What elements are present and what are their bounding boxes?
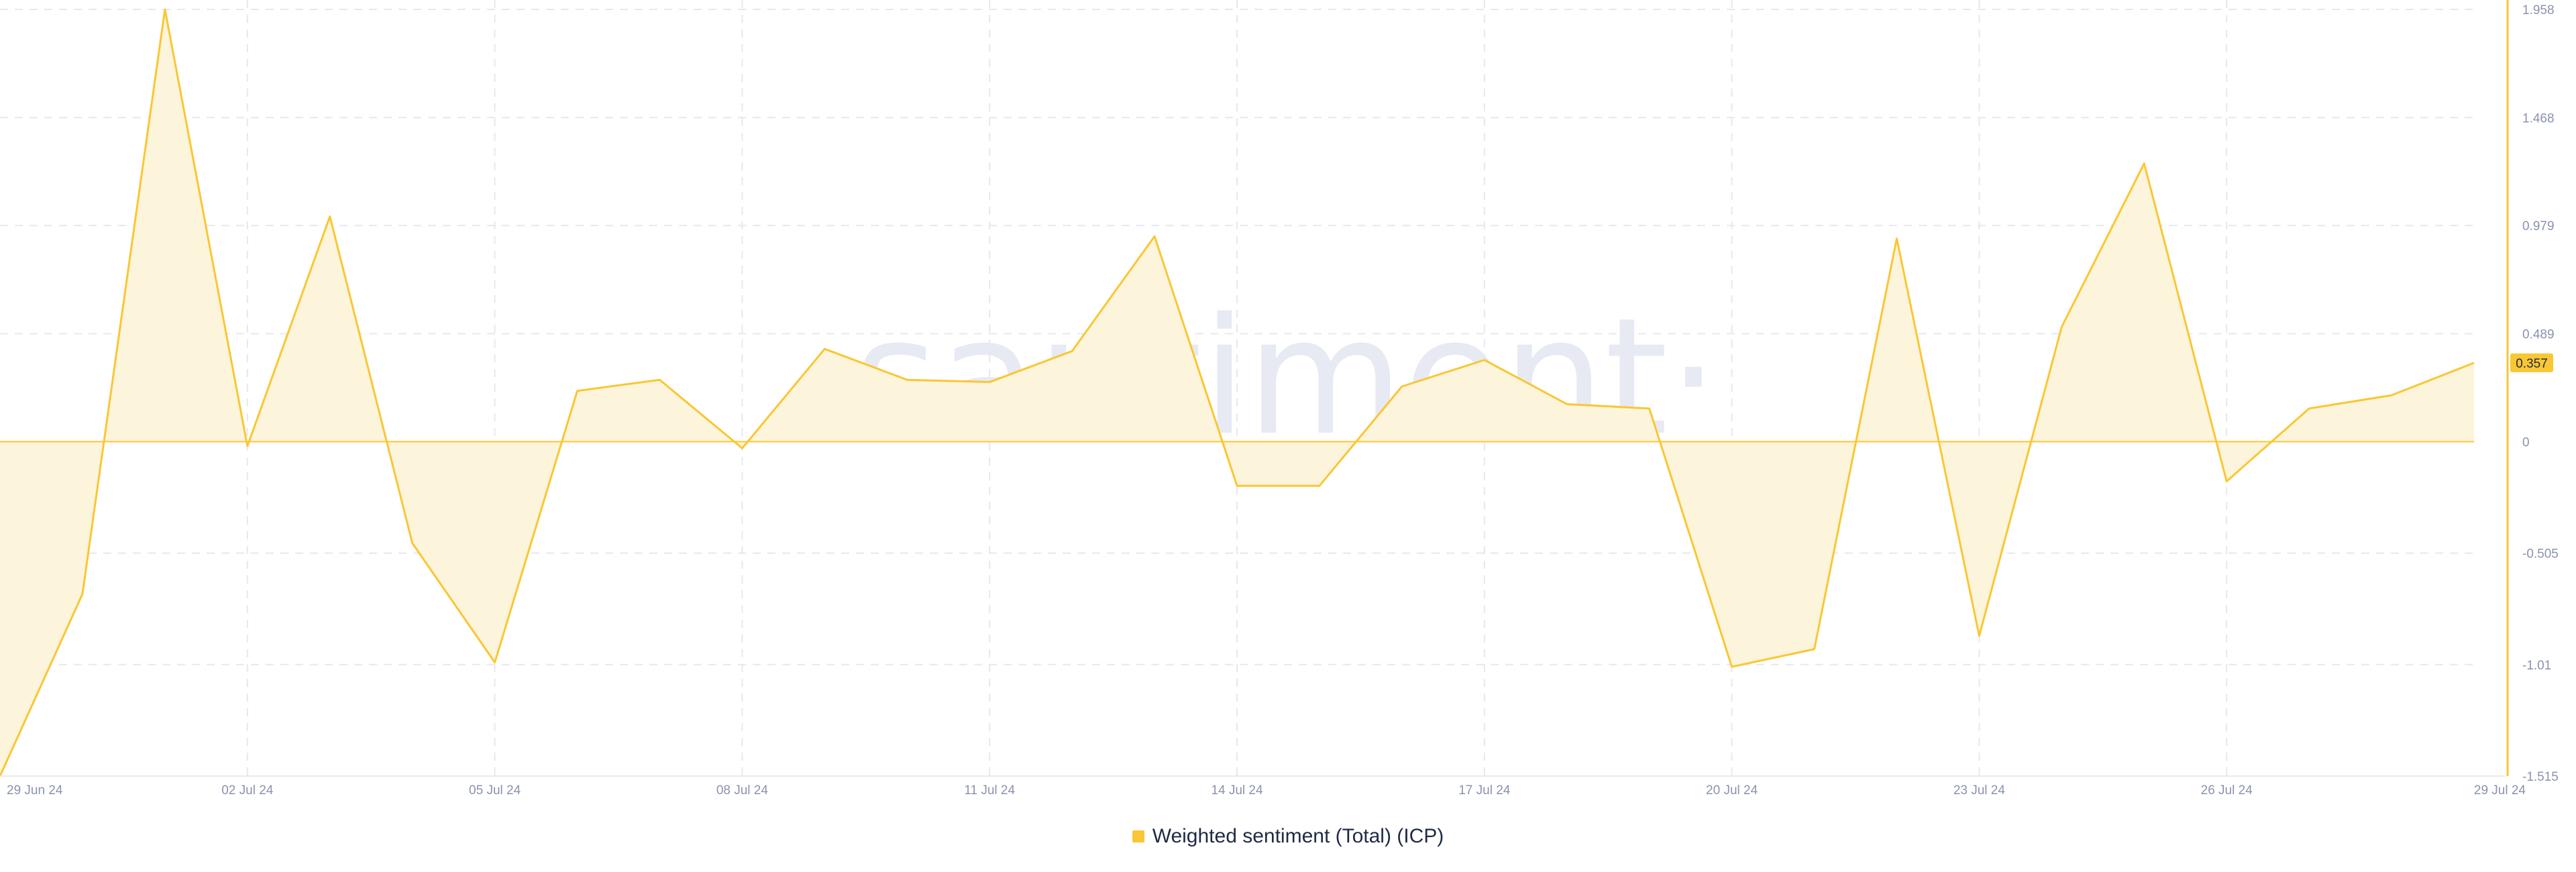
legend-swatch — [1132, 830, 1144, 842]
x-tick-label: 17 Jul 24 — [1458, 783, 1511, 798]
x-tick-label: 14 Jul 24 — [1211, 783, 1263, 798]
x-tick-label: 29 Jun 24 — [7, 783, 63, 798]
y-tick-label: 1.468 — [2522, 111, 2555, 125]
x-tick-label: 29 Jul 24 — [2474, 783, 2526, 798]
last-value-badge — [2510, 353, 2553, 372]
y-tick-label: 0 — [2522, 435, 2530, 449]
x-tick-label: 05 Jul 24 — [469, 783, 521, 798]
y-tick-label: 1.958 — [2522, 3, 2555, 17]
y-tick-label: -1.515 — [2522, 770, 2559, 784]
x-tick-label: 20 Jul 24 — [1706, 783, 1758, 798]
y-tick-label: -0.505 — [2522, 547, 2559, 561]
legend[interactable]: Weighted sentiment (Total) (ICP) — [0, 825, 2576, 848]
legend-label: Weighted sentiment (Total) (ICP) — [1152, 825, 1444, 847]
y-tick-label: 0.489 — [2522, 327, 2555, 341]
series-line-path — [0, 8, 2475, 777]
y-tick-label: -1.01 — [2522, 659, 2551, 673]
x-tick-label: 02 Jul 24 — [221, 783, 274, 798]
last-value-label: 0.357 — [2516, 357, 2548, 371]
series-line — [0, 8, 2475, 777]
axes: 1.9581.4680.9790.4890-0.505-1.01-1.51529… — [0, 0, 2559, 798]
x-tick-label: 11 Jul 24 — [964, 783, 1015, 798]
y-tick-label: 0.979 — [2522, 219, 2555, 233]
x-tick-label: 08 Jul 24 — [716, 783, 769, 798]
x-tick-label: 23 Jul 24 — [1953, 783, 2006, 798]
x-tick-label: 26 Jul 24 — [2201, 783, 2253, 798]
